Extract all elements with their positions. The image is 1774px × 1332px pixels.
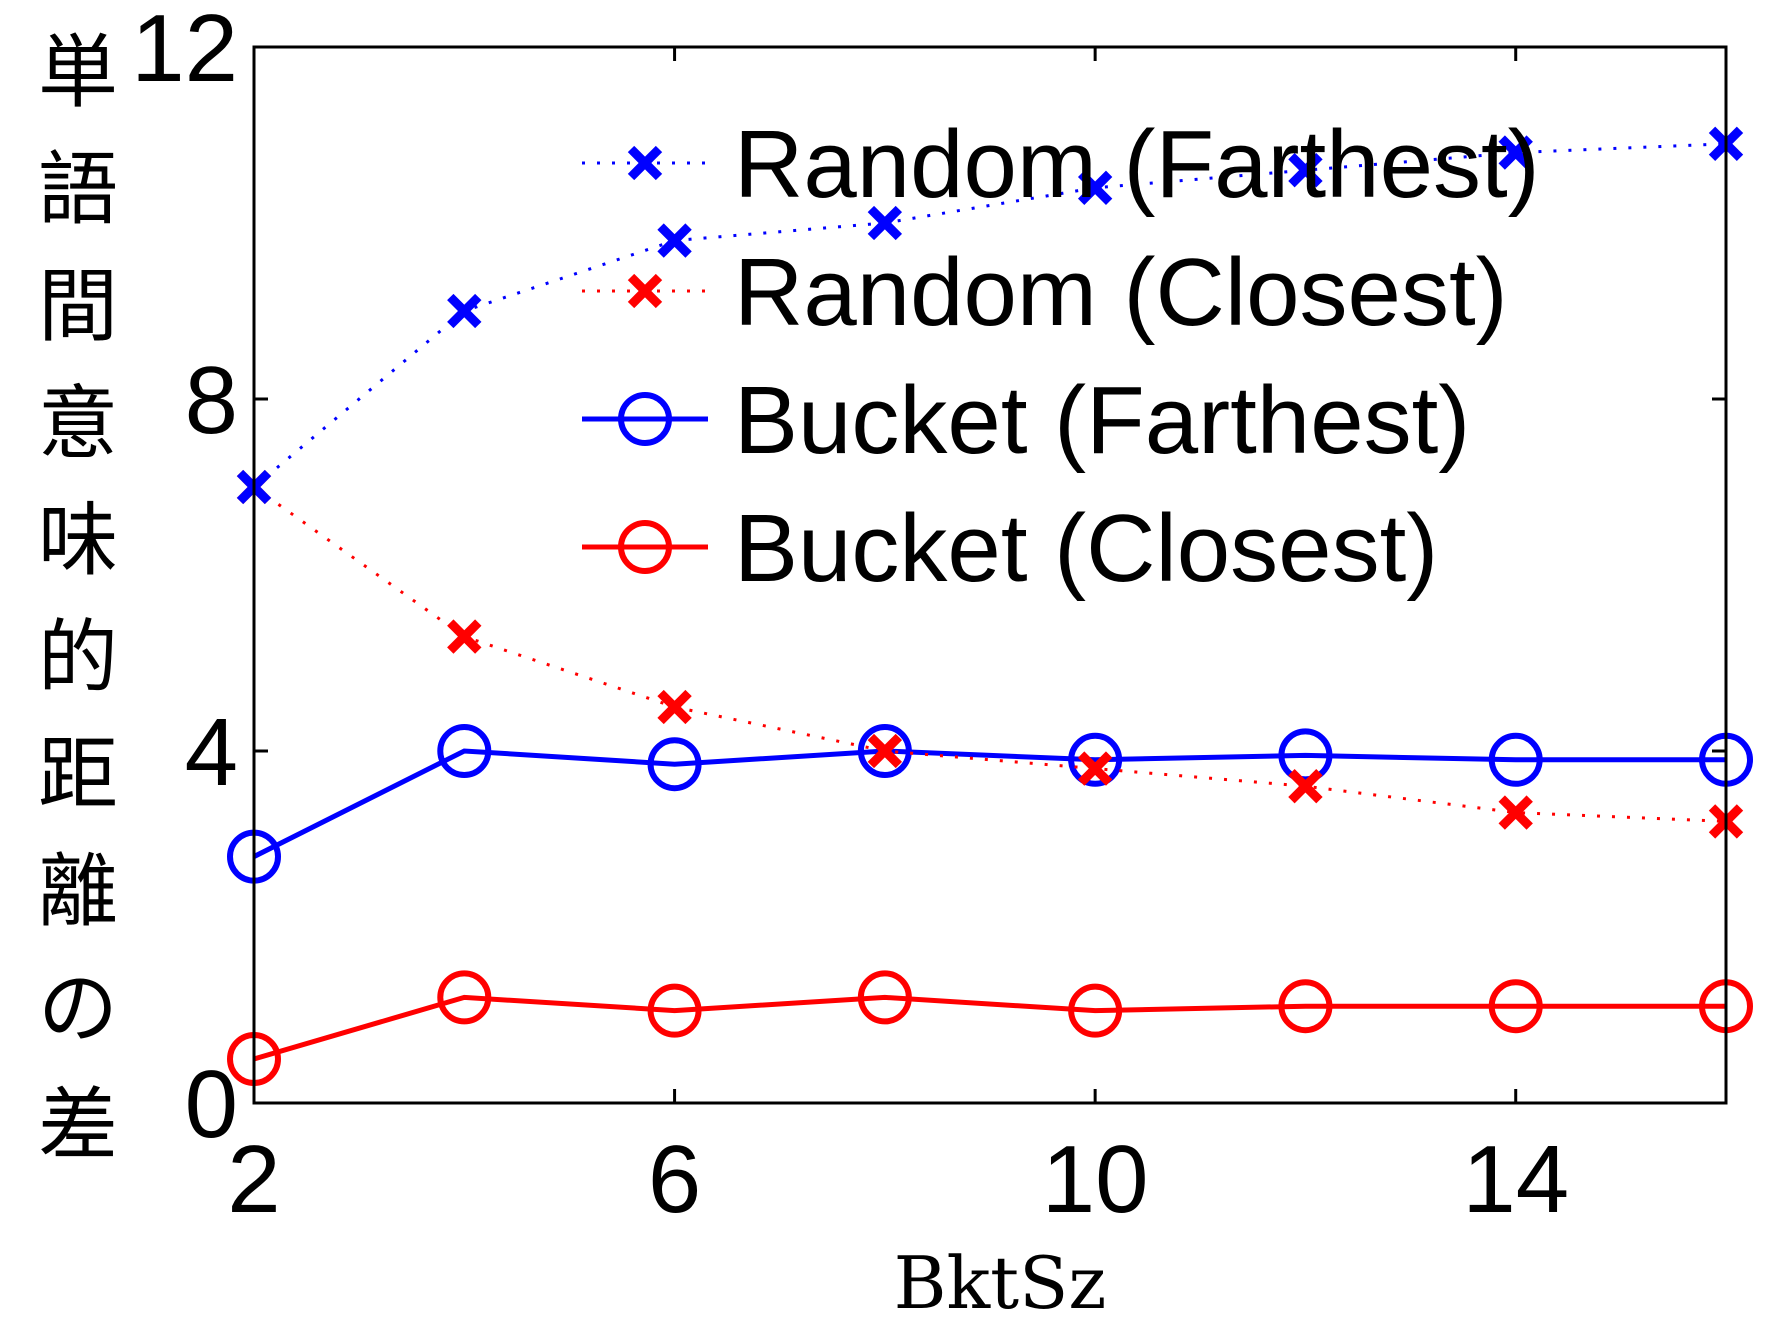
y-axis-label-char: 意 [38,377,118,470]
y-tick-label: 12 [131,0,238,102]
data-point [657,689,692,725]
data-point [1288,769,1323,804]
data-point [1068,732,1123,787]
y-tick-label: 4 [185,699,238,806]
data-point [1077,751,1113,786]
y-axis-label-char: 的 [38,611,118,704]
data-point [447,293,482,329]
y-tick-label: 0 [185,1051,238,1158]
x-tick-label: 14 [1462,1126,1569,1233]
data-point [1488,979,1543,1034]
legend-item: Random (Farthest) [582,111,1540,218]
data-point [1278,979,1333,1034]
data-point [447,619,482,654]
legend-label: Bucket (Closest) [734,495,1438,602]
x-axis-label: BktSz [894,1241,1107,1325]
tick-layer: 2 6 10 14 0 4 8 12 [131,0,1726,1233]
legend-marker [627,273,663,309]
legend-item: Bucket (Closest) [582,495,1438,602]
legend: Random (Farthest) Random (Closest) Bucket … [582,111,1540,602]
y-axis-label-char: 離 [38,845,118,938]
plot-area-frame [252,45,1728,1105]
y-axis-label-char: の [38,962,118,1055]
data-point [857,724,912,778]
legend-label: Random (Farthest) [734,111,1540,218]
data-point [1068,983,1123,1038]
legend-marker [618,520,672,574]
legend-marker [627,145,663,181]
data-point [1288,153,1323,188]
legend-marker [618,392,672,446]
legend-item: Bucket (Farthest) [582,367,1470,474]
legend-label: Random (Closest) [734,239,1508,346]
y-axis-label-char: 距 [38,728,118,821]
data-point [657,223,692,258]
y-axis-label-char: 単 [38,26,118,119]
series-line [252,748,1726,859]
data-point [867,205,903,241]
data-point [1488,732,1543,787]
data-point [1498,135,1533,170]
x-tick-label: 2 [227,1126,280,1233]
legend-label: Bucket (Farthest) [734,367,1470,474]
series-line [253,994,1726,1062]
y-axis-label-char: 味 [38,494,118,587]
data-point [647,983,702,1038]
data-point [1077,170,1113,205]
data-point [1278,728,1333,783]
y-tick-label: 8 [185,347,238,454]
data-point [647,737,702,792]
y-axis-label-char: 差 [38,1079,118,1172]
legend-item: Random (Closest) [582,239,1508,346]
series-bucket-closest [227,970,1753,1086]
data-point [1498,795,1533,830]
data-point [867,733,903,769]
y-axis-label-char: 間 [38,260,118,353]
x-tick-label: 10 [1042,1126,1149,1233]
y-axis-label-char: 語 [38,143,118,236]
x-tick-label: 6 [648,1126,701,1233]
data-point [437,970,492,1025]
data-point [857,970,912,1025]
series-line [253,142,1727,489]
data-point [437,724,492,778]
